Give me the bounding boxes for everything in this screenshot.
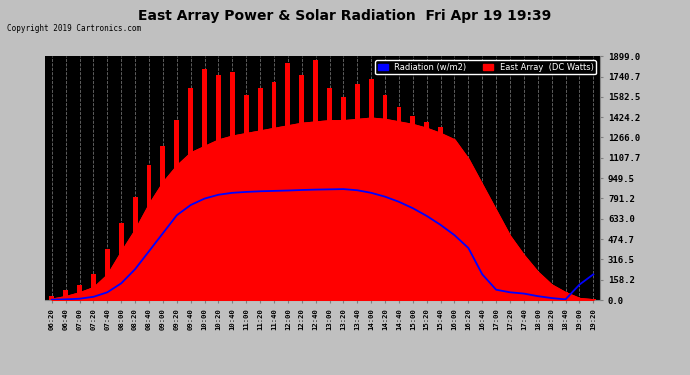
- Bar: [591, 299, 595, 300]
- Bar: [77, 285, 82, 300]
- Bar: [50, 296, 55, 300]
- Text: Copyright 2019 Cartronics.com: Copyright 2019 Cartronics.com: [7, 24, 141, 33]
- Bar: [188, 88, 193, 300]
- Bar: [244, 94, 248, 300]
- Bar: [397, 108, 402, 300]
- Bar: [299, 75, 304, 300]
- Bar: [577, 299, 582, 300]
- Bar: [452, 143, 457, 300]
- Bar: [313, 60, 318, 300]
- Bar: [202, 69, 207, 300]
- Bar: [549, 286, 554, 300]
- Bar: [132, 197, 137, 300]
- Bar: [272, 82, 277, 300]
- Bar: [480, 200, 484, 300]
- Bar: [257, 88, 262, 300]
- Bar: [508, 246, 513, 300]
- Bar: [341, 97, 346, 300]
- Bar: [438, 127, 443, 300]
- Bar: [119, 223, 124, 300]
- Legend: Radiation (w/m2), East Array  (DC Watts): Radiation (w/m2), East Array (DC Watts): [375, 60, 596, 74]
- Bar: [368, 79, 373, 300]
- Bar: [91, 274, 96, 300]
- Bar: [563, 292, 568, 300]
- Bar: [216, 75, 221, 300]
- Bar: [522, 263, 526, 300]
- Bar: [230, 72, 235, 300]
- Bar: [494, 225, 499, 300]
- Bar: [175, 120, 179, 300]
- Bar: [411, 117, 415, 300]
- Bar: [146, 165, 151, 300]
- Bar: [63, 290, 68, 300]
- Bar: [535, 276, 540, 300]
- Bar: [105, 249, 110, 300]
- Bar: [327, 88, 332, 300]
- Bar: [383, 94, 388, 300]
- Text: East Array Power & Solar Radiation  Fri Apr 19 19:39: East Array Power & Solar Radiation Fri A…: [139, 9, 551, 23]
- Bar: [286, 63, 290, 300]
- Bar: [424, 122, 429, 300]
- Bar: [355, 84, 359, 300]
- Bar: [466, 174, 471, 300]
- Bar: [161, 146, 166, 300]
